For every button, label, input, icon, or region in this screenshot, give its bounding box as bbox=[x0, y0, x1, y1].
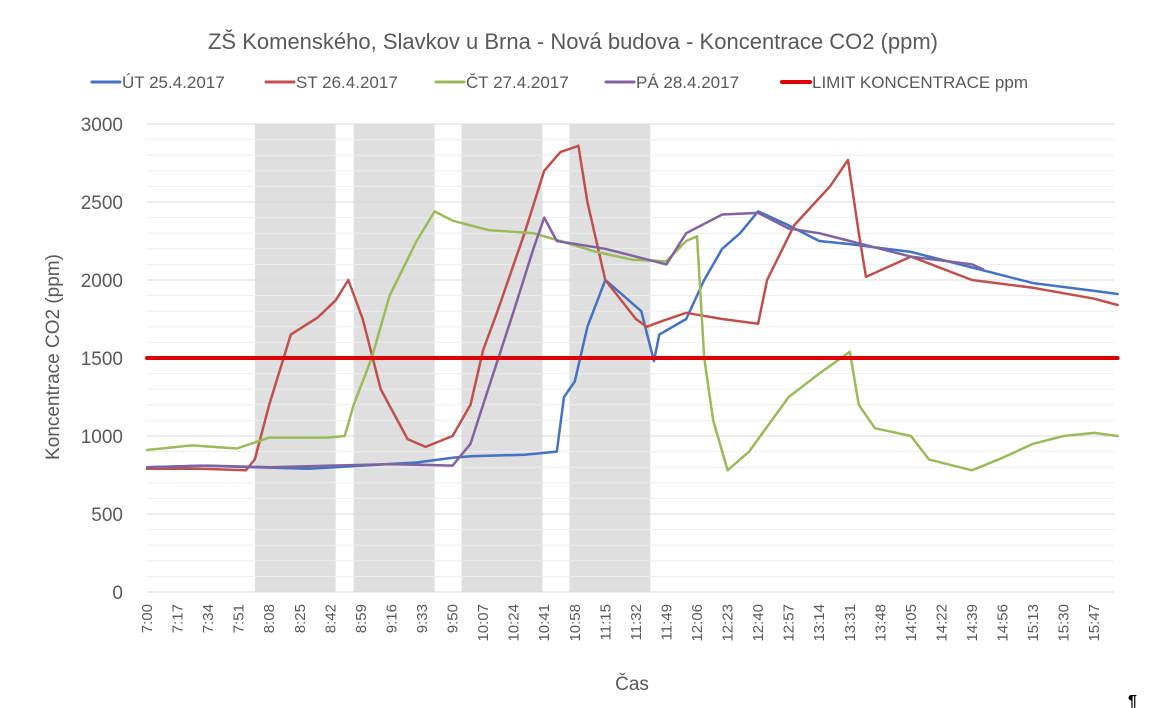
x-tick-14-56: 14:56 bbox=[995, 604, 1012, 642]
series-line-pa bbox=[145, 211, 985, 469]
x-tick-8-08: 8:08 bbox=[261, 604, 278, 633]
y-axis-title: Koncentrace CO2 (ppm) bbox=[43, 254, 64, 460]
series-line-ct bbox=[145, 210, 1119, 472]
x-tick-12-57: 12:57 bbox=[781, 604, 798, 642]
x-tick-15-13: 15:13 bbox=[1025, 604, 1042, 642]
legend-label-ct: ČT 27.4.2017 bbox=[466, 73, 569, 92]
y-tick-1000: 1000 bbox=[81, 427, 123, 448]
y-tick-2500: 2500 bbox=[81, 193, 123, 214]
x-tick-13-48: 13:48 bbox=[872, 604, 889, 642]
x-tick-7-34: 7:34 bbox=[200, 604, 217, 633]
x-tick-12-06: 12:06 bbox=[689, 604, 706, 642]
x-tick-10-24: 10:24 bbox=[506, 604, 523, 642]
y-tick-3000: 3000 bbox=[81, 115, 123, 136]
y-tick-1500: 1500 bbox=[81, 349, 123, 370]
x-tick-11-15: 11:15 bbox=[597, 604, 614, 640]
series-line-st bbox=[145, 144, 1119, 472]
x-tick-14-22: 14:22 bbox=[933, 604, 950, 642]
y-axis-ticks: 0 500 1000 1500 2000 2500 3000 bbox=[81, 115, 123, 604]
legend-label-ut: ÚT 25.4.2017 bbox=[122, 73, 225, 92]
series-lines bbox=[145, 144, 1120, 472]
x-tick-7-00: 7:00 bbox=[139, 604, 156, 633]
x-tick-10-07: 10:07 bbox=[475, 604, 492, 642]
x-tick-8-25: 8:25 bbox=[292, 604, 309, 633]
x-tick-11-32: 11:32 bbox=[628, 604, 645, 640]
x-tick-10-41: 10:41 bbox=[536, 604, 553, 642]
legend-label-st: ST 26.4.2017 bbox=[296, 73, 398, 92]
x-tick-9-16: 9:16 bbox=[383, 604, 400, 633]
x-tick-9-50: 9:50 bbox=[445, 604, 462, 633]
legend: ÚT 25.4.2017 ST 26.4.2017 ČT 27.4.2017 P… bbox=[90, 73, 1028, 92]
x-tick-14-05: 14:05 bbox=[903, 604, 920, 642]
x-axis-ticks: 7:00 7:17 7:34 7:51 8:08 8:25 8:42 8:59 9:16 9:33… bbox=[139, 604, 1103, 642]
x-tick-9-33: 9:33 bbox=[414, 604, 431, 633]
x-tick-13-14: 13:14 bbox=[811, 604, 828, 642]
y-tick-2000: 2000 bbox=[81, 271, 123, 292]
x-tick-14-39: 14:39 bbox=[964, 604, 981, 642]
pilcrow-mark: ¶ bbox=[1128, 693, 1137, 708]
x-tick-13-31: 13:31 bbox=[842, 604, 859, 642]
gridlines bbox=[147, 123, 1114, 593]
x-tick-15-47: 15:47 bbox=[1086, 604, 1103, 642]
x-axis-title: Čas bbox=[615, 673, 649, 695]
series-line-ut bbox=[145, 210, 1119, 471]
x-tick-12-23: 12:23 bbox=[720, 604, 737, 642]
y-tick-0: 0 bbox=[112, 583, 123, 604]
x-tick-15-30: 15:30 bbox=[1056, 604, 1073, 642]
x-tick-7-51: 7:51 bbox=[231, 604, 248, 633]
x-tick-12-40: 12:40 bbox=[750, 604, 767, 642]
legend-label-limit: LIMIT KONCENTRACE ppm bbox=[812, 73, 1028, 92]
x-tick-8-59: 8:59 bbox=[353, 604, 370, 633]
x-tick-7-17: 7:17 bbox=[170, 604, 187, 633]
chart-title: ZŠ Komenského, Slavkov u Brna - Nová bud… bbox=[208, 29, 938, 54]
x-tick-8-42: 8:42 bbox=[322, 604, 339, 633]
legend-label-pa: PÁ 28.4.2017 bbox=[636, 73, 739, 92]
y-tick-500: 500 bbox=[91, 505, 123, 526]
x-tick-10-58: 10:58 bbox=[567, 604, 584, 642]
x-tick-11-49: 11:49 bbox=[658, 604, 675, 640]
